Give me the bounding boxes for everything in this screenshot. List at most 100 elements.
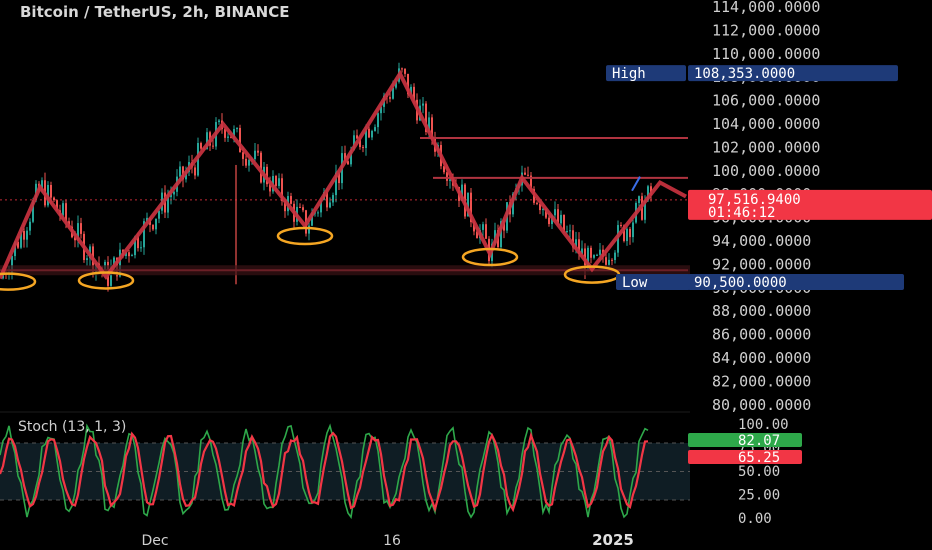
price-tick: 100,000.0000 xyxy=(712,162,820,180)
candle-body xyxy=(368,128,370,138)
candle-body xyxy=(443,166,445,173)
candle-body xyxy=(326,192,328,208)
candle-body xyxy=(218,120,220,123)
time-axis[interactable]: Dec 16 2025 xyxy=(141,531,633,549)
price-tick: 102,000.0000 xyxy=(712,138,820,156)
candle-body xyxy=(608,259,610,265)
candle-body xyxy=(467,192,469,217)
last-price-value: 97,516.9400 xyxy=(708,192,801,208)
candle-body xyxy=(179,166,181,177)
candle-body xyxy=(278,178,280,186)
candle-body xyxy=(629,228,631,238)
candle-body xyxy=(158,210,160,219)
low-label-bg xyxy=(616,273,690,290)
swing-low-ellipse xyxy=(461,247,519,267)
candle-body xyxy=(350,149,352,165)
osc-tick: 0.00 xyxy=(738,511,772,527)
price-tick: 84,000.0000 xyxy=(712,349,811,367)
high-value: 108,353.0000 xyxy=(694,66,795,82)
candle-body xyxy=(644,200,646,220)
candle-body xyxy=(65,203,67,222)
stoch-d-tag-bg xyxy=(688,450,802,464)
candle-body xyxy=(230,136,232,138)
osc-tick: 50.00 xyxy=(738,464,780,480)
candle-body xyxy=(206,132,208,150)
candle-body xyxy=(335,172,337,196)
candle-body xyxy=(224,129,226,138)
candle-body xyxy=(143,221,145,248)
candle-body xyxy=(650,186,652,195)
swing-low-ellipse xyxy=(77,271,135,290)
oscillator-title: Stoch (13, 1, 3) xyxy=(18,419,126,435)
candle-body xyxy=(284,200,286,212)
candle-body xyxy=(578,239,580,254)
candle-body xyxy=(614,252,616,261)
candle-body xyxy=(74,237,76,241)
candle-body xyxy=(548,217,550,225)
stoch-k-value: 82.07 xyxy=(738,433,780,449)
candle-body xyxy=(500,221,502,248)
last-price-countdown: 01:46:12 xyxy=(708,205,775,221)
zigzag-line xyxy=(0,69,687,281)
candle-body xyxy=(530,175,532,190)
candle-body xyxy=(329,202,331,208)
candle-body xyxy=(86,258,88,260)
candle-body xyxy=(626,228,628,242)
candle-body xyxy=(11,256,13,274)
candle-body xyxy=(302,207,304,211)
candle-body xyxy=(128,252,130,257)
candle-body xyxy=(374,127,376,131)
time-tick: Dec xyxy=(141,533,168,549)
candle-body xyxy=(17,241,19,248)
candle-body xyxy=(446,172,448,181)
candle-body xyxy=(167,197,169,213)
candle-body xyxy=(233,129,235,138)
candle-body xyxy=(113,257,115,267)
stoch-d-value: 65.25 xyxy=(738,450,780,466)
candle-body xyxy=(347,161,349,165)
candle-body xyxy=(587,247,589,271)
candle-body xyxy=(242,152,244,159)
candle-body xyxy=(338,172,340,184)
candle-body xyxy=(254,150,256,159)
candle-body xyxy=(362,147,364,149)
last-price-bg xyxy=(688,189,932,220)
candle-body xyxy=(155,218,157,230)
candle-body xyxy=(50,184,52,198)
candle-body xyxy=(77,223,79,241)
candle-body xyxy=(41,180,43,191)
candle-body xyxy=(581,248,583,254)
high-value-bg xyxy=(688,65,898,82)
candle-body xyxy=(365,128,367,149)
chart-title: Bitcoin / TetherUS, 2h, BINANCE xyxy=(20,3,289,21)
candle-body xyxy=(428,117,430,132)
candle-body xyxy=(593,255,595,258)
candle-body xyxy=(371,130,373,138)
candle-body xyxy=(569,230,571,232)
candle-body xyxy=(53,197,55,201)
price-tags: High 108,353.0000 Low 90,500.0000 97,516.940… xyxy=(606,65,932,291)
price-tick: 82,000.0000 xyxy=(712,372,811,390)
candle-body xyxy=(332,195,334,203)
candle-body xyxy=(131,255,133,257)
candle-body xyxy=(317,212,319,214)
time-tick: 16 xyxy=(383,533,401,549)
osc-tick: 25.00 xyxy=(738,488,780,504)
candle-body xyxy=(146,217,148,222)
high-label-bg xyxy=(606,65,686,82)
candle-body xyxy=(572,230,574,248)
candle-body xyxy=(356,135,358,139)
candle-body xyxy=(485,224,487,239)
candle-body xyxy=(401,68,403,70)
candle-body xyxy=(359,138,361,148)
low-label: Low xyxy=(622,275,648,291)
candle-body xyxy=(503,221,505,231)
candle-body xyxy=(125,252,127,256)
horizontal-levels xyxy=(0,137,710,276)
candle-body xyxy=(248,159,250,166)
candle-body xyxy=(407,73,409,95)
projection-line xyxy=(631,176,641,192)
candle-body xyxy=(470,192,472,223)
